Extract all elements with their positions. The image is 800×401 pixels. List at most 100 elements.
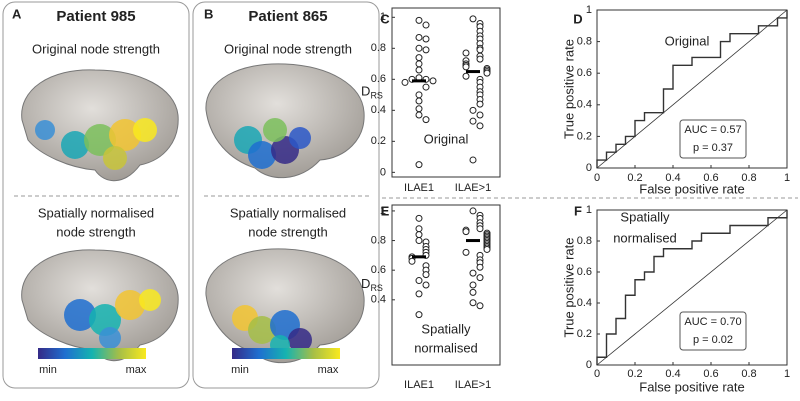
data-point xyxy=(422,83,430,91)
data-point xyxy=(462,72,470,80)
data-point xyxy=(429,77,437,85)
data-point xyxy=(476,46,484,54)
chance-line xyxy=(596,209,788,366)
panel-subtitle: Original node strength xyxy=(224,41,352,56)
data-point xyxy=(415,66,423,74)
data-point xyxy=(469,106,477,114)
panel-letter: A xyxy=(12,6,22,21)
data-point xyxy=(469,15,477,23)
y-axis-label: DRS xyxy=(361,84,383,101)
data-point xyxy=(415,44,423,52)
brain-image xyxy=(21,69,179,182)
x-tick-label: 0.2 xyxy=(627,172,642,184)
y-tick-label: 0 xyxy=(380,166,386,178)
y-tick-label: 1 xyxy=(380,11,386,23)
y-tick-label: 0.8 xyxy=(577,36,592,48)
y-tick-label: 0.6 xyxy=(577,67,592,79)
data-point xyxy=(476,263,484,271)
y-axis-label: True positive rate xyxy=(561,39,576,139)
data-point xyxy=(415,60,423,68)
panel-subtitle: node strength xyxy=(56,224,136,239)
data-point xyxy=(415,97,423,105)
x-tick-label: 0.4 xyxy=(665,368,680,380)
data-point xyxy=(415,311,423,319)
data-point xyxy=(462,63,470,71)
y-tick-label: 0.6 xyxy=(371,73,386,85)
roc-curve xyxy=(596,210,788,365)
y-tick-label: 0.2 xyxy=(371,135,386,147)
data-point xyxy=(462,49,470,57)
data-point xyxy=(469,288,477,296)
colorbar xyxy=(38,348,146,359)
data-point xyxy=(408,257,416,265)
x-tick-label: 0.4 xyxy=(665,172,680,184)
data-point xyxy=(476,225,484,233)
y-tick-label: 0.8 xyxy=(371,234,386,246)
annotation: normalised xyxy=(414,340,478,355)
panel-subtitle: Original node strength xyxy=(32,41,160,56)
y-tick-label: 1 xyxy=(586,4,592,16)
y-tick-label: 0.4 xyxy=(371,104,386,116)
plot-frame xyxy=(596,9,788,169)
plot-frame xyxy=(596,209,788,366)
data-point xyxy=(415,91,423,99)
y-axis-label-main: D xyxy=(361,84,370,99)
stats-text: p = 0.37 xyxy=(693,142,733,154)
brain-image xyxy=(205,63,365,179)
data-point xyxy=(476,274,484,282)
data-point xyxy=(422,46,430,54)
y-tick-label: 0.4 xyxy=(371,294,386,306)
y-tick-label: 0.8 xyxy=(577,235,592,247)
data-point xyxy=(415,231,423,239)
data-point xyxy=(422,281,430,289)
panel-letter: E xyxy=(381,203,390,218)
data-point xyxy=(415,105,423,113)
panel-letter: B xyxy=(204,6,213,21)
annotation: Original xyxy=(424,131,469,146)
data-point xyxy=(476,55,484,63)
plot-frame xyxy=(391,204,501,366)
data-point xyxy=(401,78,409,86)
data-point xyxy=(415,277,423,285)
y-tick-label: 0.6 xyxy=(371,264,386,276)
brain-image xyxy=(21,249,179,362)
data-point xyxy=(476,122,484,130)
data-point xyxy=(415,237,423,245)
data-point xyxy=(476,100,484,108)
x-tick-label: 1 xyxy=(784,368,790,380)
annotation: normalised xyxy=(613,230,677,245)
data-point xyxy=(469,207,477,215)
data-point xyxy=(469,299,477,307)
y-tick-label: 0 xyxy=(586,162,592,174)
roc-curve xyxy=(596,10,788,168)
panel-box xyxy=(2,1,190,389)
data-point xyxy=(422,116,430,124)
plot-frame xyxy=(391,7,501,178)
x-tick-label: 0.8 xyxy=(741,172,756,184)
x-tick-label: 0.2 xyxy=(627,368,642,380)
data-point xyxy=(469,281,477,289)
colorbar xyxy=(232,348,340,359)
data-point xyxy=(469,156,477,164)
panel-title: Patient 865 xyxy=(248,8,327,25)
y-tick-label: 0.2 xyxy=(577,130,592,142)
data-point xyxy=(422,271,430,279)
data-point xyxy=(415,214,423,222)
x-tick-label: 0.8 xyxy=(741,368,756,380)
x-tick-label: 0.6 xyxy=(703,172,718,184)
panel-subtitle: Spatially normalised xyxy=(230,205,346,220)
y-axis-label-main: D xyxy=(361,276,370,291)
panel-subtitle: node strength xyxy=(248,224,328,239)
y-tick-label: 1 xyxy=(586,204,592,216)
panel-title: Patient 985 xyxy=(56,8,135,25)
data-point xyxy=(415,111,423,119)
data-point xyxy=(415,290,423,298)
data-point xyxy=(415,161,423,169)
x-axis-label: False positive rate xyxy=(639,181,745,196)
data-point xyxy=(415,16,423,24)
annotation: Spatially xyxy=(421,321,471,336)
colorbar-label: min xyxy=(231,364,249,376)
data-point xyxy=(469,117,477,125)
data-point xyxy=(462,248,470,256)
